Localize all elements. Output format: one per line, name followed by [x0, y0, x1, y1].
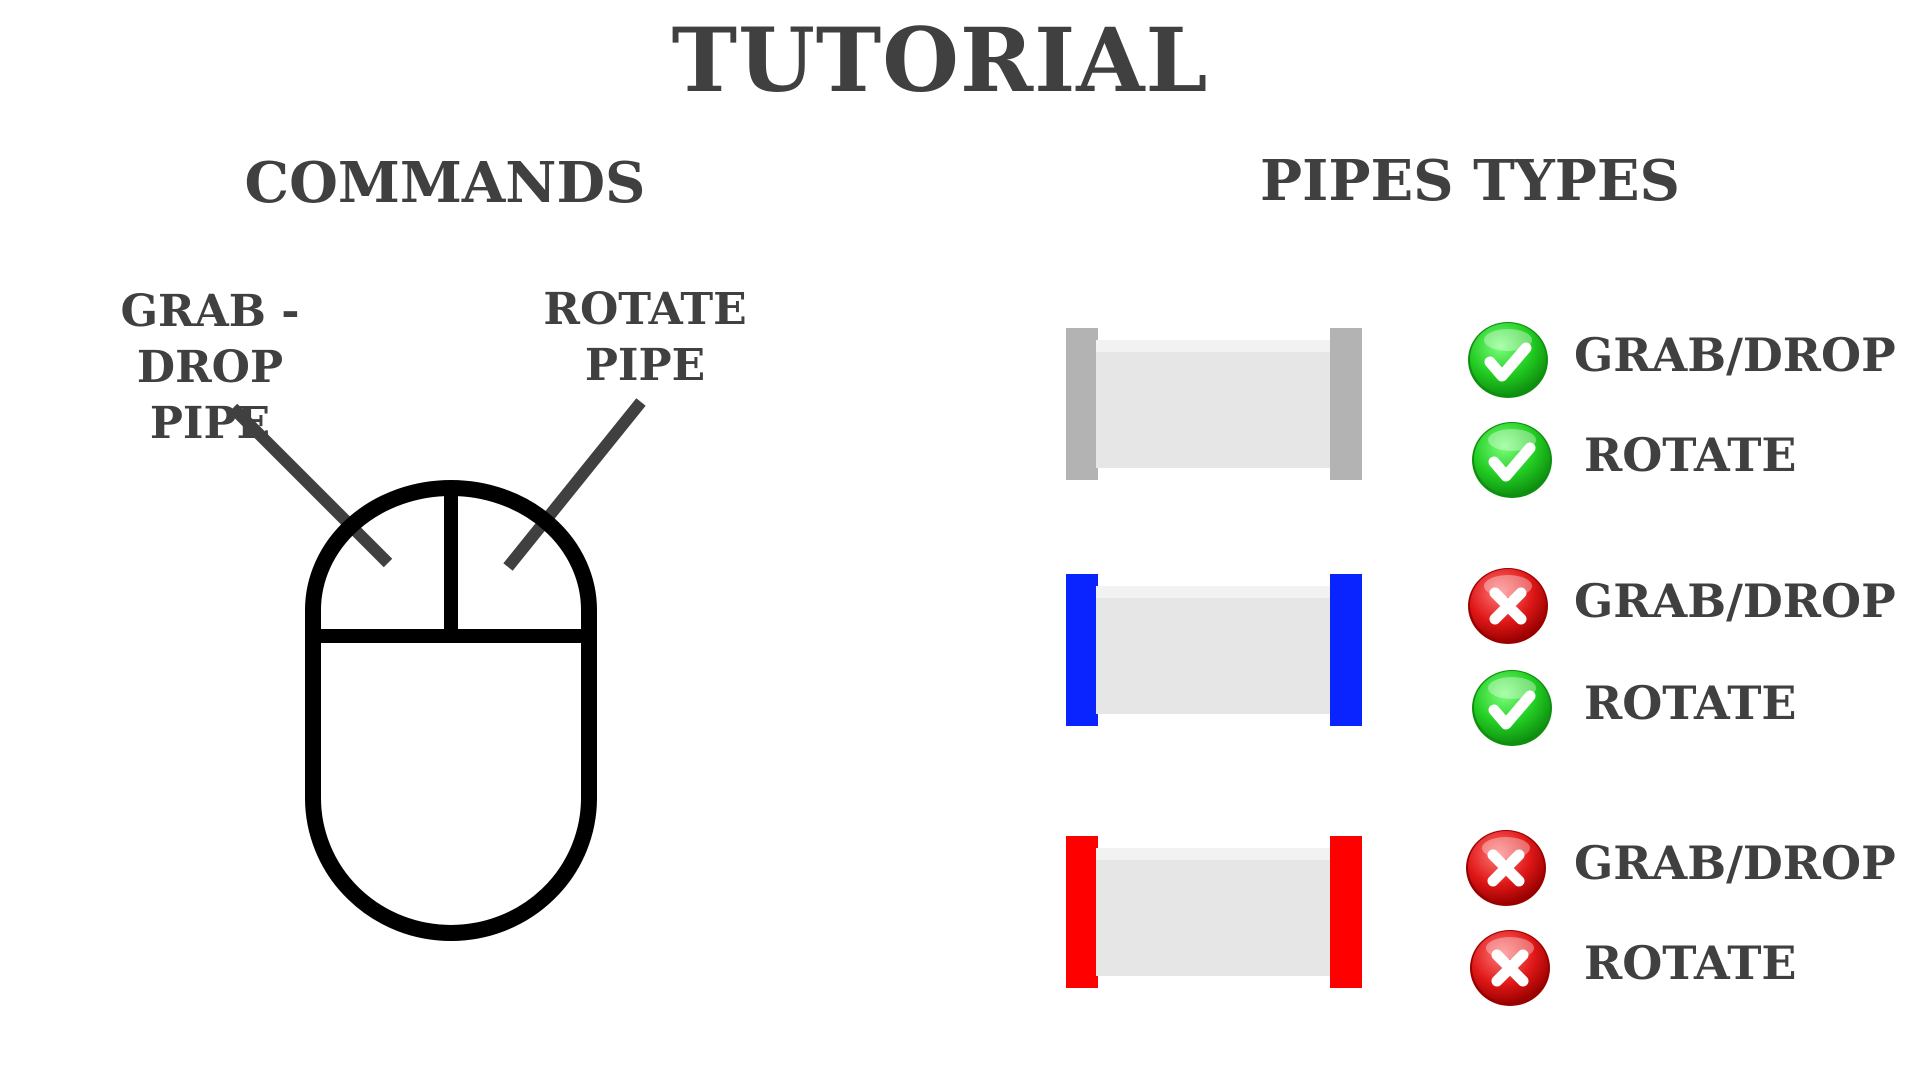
permission-label: GRAB/DROP	[1574, 328, 1896, 382]
pipe-body	[1096, 340, 1332, 468]
pipe-cap-left	[1066, 574, 1098, 726]
commands-heading: COMMANDS	[244, 150, 646, 216]
left-click-label: GRAB - DROP PIPE	[40, 284, 380, 452]
left-click-pointer-line	[228, 403, 393, 568]
permission-label: ROTATE	[1584, 676, 1797, 730]
pipe-cap-left	[1066, 836, 1098, 988]
pipe-cap-left	[1066, 328, 1098, 480]
pipe-body	[1096, 848, 1332, 976]
page-title: TUTORIAL	[671, 8, 1209, 112]
permission-label: GRAB/DROP	[1574, 836, 1896, 890]
cross-icon	[1466, 564, 1550, 652]
right-click-label-line1: ROTATE	[543, 284, 747, 335]
pipe-cap-right	[1330, 328, 1362, 480]
pipe-cap-right	[1330, 574, 1362, 726]
permission-label: GRAB/DROP	[1574, 574, 1896, 628]
pipe-gray	[1066, 328, 1362, 480]
right-click-pointer-line	[503, 398, 646, 571]
right-click-label-line2: PIPE	[584, 340, 706, 391]
cross-icon	[1468, 926, 1552, 1014]
pipe-cap-right	[1330, 836, 1362, 988]
pipe-types-heading: PIPES TYPES	[1260, 148, 1680, 214]
permission-label: ROTATE	[1584, 936, 1797, 990]
check-icon	[1470, 418, 1554, 506]
pipe-body	[1096, 586, 1332, 714]
cross-icon	[1464, 826, 1548, 914]
pipe-blue	[1066, 574, 1362, 726]
right-click-label: ROTATE PIPE	[520, 282, 770, 394]
mouse-body	[305, 480, 597, 941]
permission-label: ROTATE	[1584, 428, 1797, 482]
check-icon	[1470, 666, 1554, 754]
pipe-red	[1066, 836, 1362, 988]
left-click-label-line1: GRAB - DROP	[120, 286, 300, 393]
check-icon	[1466, 318, 1550, 406]
